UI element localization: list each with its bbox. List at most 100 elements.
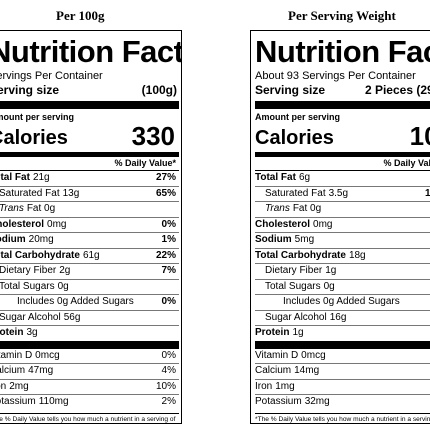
daily-value-percent: 7% [161,265,176,276]
nutrient-amount: 47mg [28,365,54,376]
nutrient-label: Trans [0,203,24,214]
nutrient-row-sugar-alcohol: Sugar Alcohol 56g [0,309,179,326]
nutrient-amount: 6g [298,172,311,183]
serving-size-value: (100g) [141,83,177,97]
daily-value-percent: 22% [155,249,176,261]
nutrient-label: Total Carbohydrate [255,249,346,261]
daily-value-percent [176,326,179,341]
nutrient-amount: Fat 0g [292,203,322,214]
nutrient-row-total-sugars: Total Sugars 0g [0,278,179,295]
nutrient-row-calcium: Calcium14mg2% [255,363,430,379]
nutrient-amount: 1g [325,265,337,276]
servings-per-container: About 93 Servings Per Container [255,70,416,82]
nutrient-label: Vitamin D [255,349,299,361]
nutrient-label: Sugar Alcohol [265,311,327,323]
nutrient-row-cholesterol: Cholesterol0mg0% [255,216,430,233]
nutrient-label: Includes 0g Added Sugars [17,296,134,307]
nutrient-name: Includes 0g Added Sugars [0,295,137,310]
nutrient-name: Total Sugars 0g [255,280,335,295]
nutrient-label: Sugar Alcohol [0,311,61,323]
nutrient-name: Saturated Fat 13g [0,187,79,202]
nutrient-label: Protein [0,327,24,338]
left-heading: Per 100g [56,8,105,23]
daily-value-percent [176,280,179,295]
footnote: *The % Daily Value tells you how much a … [0,412,179,424]
nutrient-name: Total Fat 6g [255,171,310,186]
nutrient-name: Trans Fat 0g [0,202,55,217]
nutrient-row-total-sugars: Total Sugars 0g [255,278,430,295]
nutrient-amount: 0mg [313,218,333,230]
calories-row: Calories 330 [0,123,179,149]
calories-row: Calories 100 [255,123,430,149]
nutrient-label: Cholesterol [0,218,45,230]
nutrient-name: Iron 1mg [255,380,295,395]
nutrient-name: Total Carbohydrate 18g [255,249,366,264]
nutrient-amount: 5mg [294,234,315,245]
nutrient-row-total-fat: Total Fat6g8% [255,170,430,186]
nutrient-amount: 0g [57,280,69,292]
nutrient-amount: 0mcg [35,349,60,361]
nutrient-label: Sodium [0,234,26,245]
nutrient-amount: 2mg [9,380,29,392]
serving-size-row: Serving size 2 Pieces (29g) [255,83,430,98]
calories-value: 100 [409,121,430,151]
nutrient-name: Total Sugars 0g [0,280,69,295]
nutrient-amount: 16g [329,311,347,323]
nutrient-amount: 14mg [294,365,320,376]
nutrient-row-trans-fat: Trans Fat 0g [255,201,430,217]
nutrient-label: Trans [265,203,290,214]
amount-per-serving: Amount per serving [255,112,341,122]
nutrient-row-saturated-fat: Saturated Fat 13g 65% [0,185,179,202]
nutrient-amount: 0mg [47,218,67,230]
nutrient-row-potassium: Potassium32mg0% [255,394,430,410]
nutrient-row-calcium: Calcium47mg 4% [0,363,179,379]
calories-label: Calories [0,127,68,149]
nutrient-name: Dietary Fiber 1g [255,264,336,279]
thick-divider [0,101,179,109]
serving-size-row: Serving size (100g) [0,83,179,98]
nutrient-name: Trans Fat 0g [255,202,321,217]
daily-value-percent: 27% [155,172,176,183]
calories-label: Calories [255,127,334,149]
nutrient-name: Protein3g [0,326,38,341]
nutrient-name: Iron2mg [0,380,29,395]
daily-value-header: % Daily Value* [0,156,179,170]
nutrient-label: Dietary Fiber [265,265,323,276]
nutrient-label: Sodium [255,234,292,245]
daily-value-percent: 65% [155,187,176,199]
daily-value-percent: 10% [155,380,176,392]
nutrient-row-trans-fat: Trans Fat 0g [0,201,179,217]
nutrient-row-iron: Iron1mg6% [255,378,430,395]
nutrient-amount: 1g [292,327,304,338]
nutrient-name: Calcium 14mg [255,364,319,379]
nutrient-amount: 56g [63,311,81,323]
nutrition-facts-title: Nutrition Facts [255,34,430,69]
nutrient-row-dietary-fiber: Dietary Fiber1g4% [255,263,430,279]
nutrient-label: Protein [255,327,290,338]
daily-value-percent [176,311,179,326]
nutrient-amount: 20mg [28,234,54,245]
nutrient-name: Dietary Fiber 2g [0,264,70,279]
thick-divider [255,101,430,109]
daily-value-percent: 0% [161,349,176,361]
nutrient-row-total-carbohydrate: Total Carbohydrate18g7% [255,247,430,264]
daily-value-percent: 0% [161,296,176,307]
nutrient-row-protein: Protein3g [0,325,179,341]
nutrient-label: Dietary Fiber [0,265,57,276]
nutrient-row-dietary-fiber: Dietary Fiber 2g 7% [0,263,179,279]
nutrient-row-potassium: Potassium110mg 2% [0,394,179,410]
medium-divider [255,152,430,156]
nutrient-label: Potassium [255,396,302,407]
servings-per-container: Servings Per Container [0,70,103,82]
nutrient-amount: 1mg [275,380,295,392]
nutrient-row-protein: Protein 1g [255,325,430,341]
serving-size-label: Serving size [0,83,60,97]
